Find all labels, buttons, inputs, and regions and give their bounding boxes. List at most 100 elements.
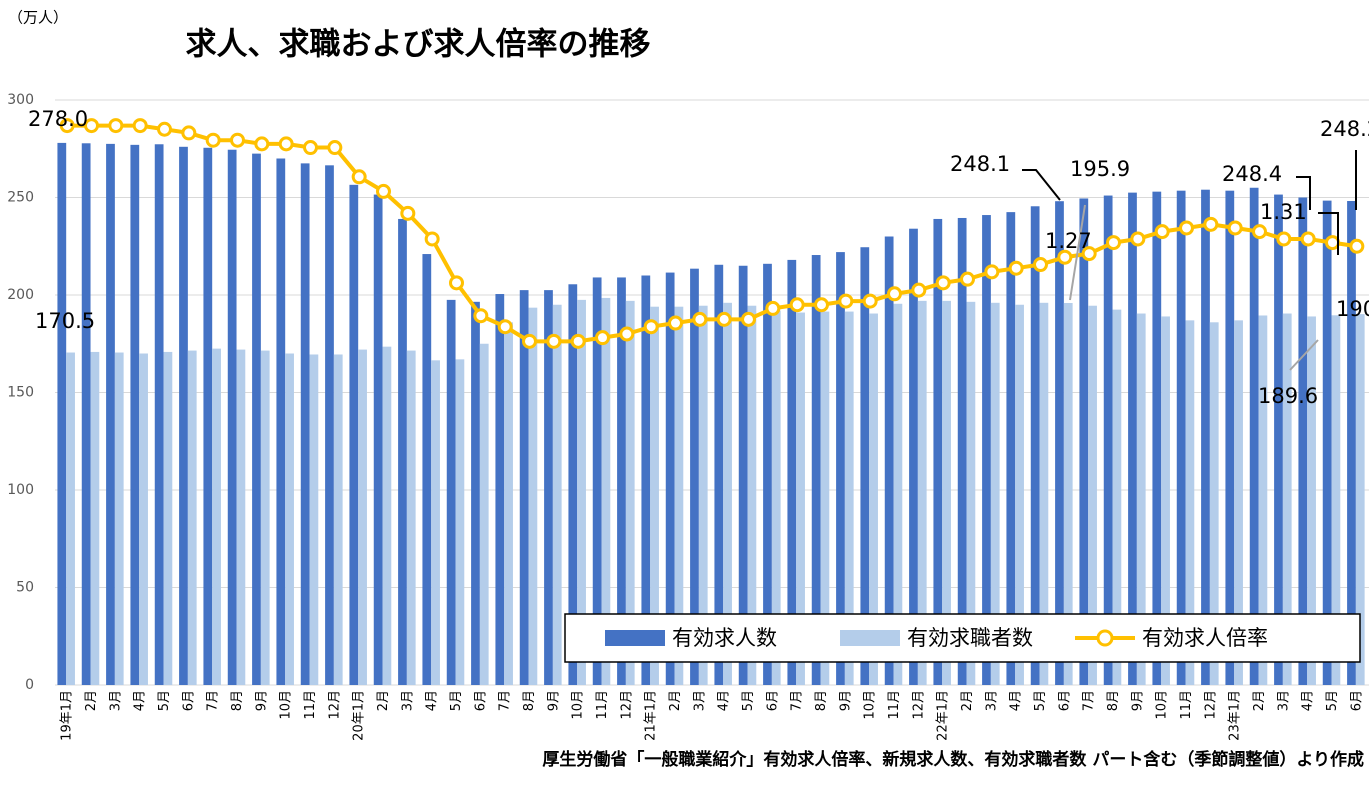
x-tick-label: 5月 (157, 690, 172, 711)
source-note: 厚生労働省「一般職業紹介」有効求人倍率、新規求人数、有効求職者数 パート含む（季… (542, 749, 1364, 770)
bar (1201, 189, 1210, 685)
bar (179, 146, 188, 686)
bar (504, 322, 513, 685)
line-marker (765, 300, 781, 316)
x-tick-label: 4月 (133, 690, 148, 711)
bar (1079, 198, 1089, 685)
bar (982, 215, 991, 686)
line-marker (108, 118, 124, 134)
x-tick-label: 8月 (230, 690, 245, 711)
x-tick-label: 4月 (425, 690, 440, 711)
bar (333, 354, 343, 685)
line-marker (278, 136, 294, 152)
y-tick-label: 200 (7, 287, 34, 303)
x-tick-label: 3月 (1276, 690, 1291, 711)
line-marker (692, 311, 708, 327)
bar (1152, 191, 1162, 685)
line-marker (595, 330, 610, 346)
line-marker (1276, 231, 1292, 247)
bar (66, 352, 75, 685)
line-marker (400, 205, 416, 221)
x-tick-label: 5月 (1325, 690, 1340, 711)
bar (617, 277, 626, 685)
x-tick-label: 3月 (692, 690, 707, 711)
line-marker (303, 140, 318, 156)
bar (568, 284, 578, 685)
y-tick-label: 250 (7, 190, 34, 206)
x-tick-label: 9月 (546, 690, 561, 711)
data-label: 189.6 (1258, 384, 1318, 408)
bar (1249, 187, 1259, 685)
bar (1234, 320, 1243, 685)
bar (1225, 190, 1235, 686)
line-marker (814, 297, 829, 313)
bar (665, 272, 675, 685)
bar (1063, 302, 1073, 685)
x-tick-label: 2月 (376, 690, 391, 711)
x-tick-label: 3月 (984, 690, 999, 711)
bar (787, 259, 797, 685)
bar (1006, 212, 1016, 685)
y-tick-label: 0 (25, 677, 34, 693)
bar (1274, 194, 1283, 685)
bar (300, 163, 310, 685)
bar (495, 294, 505, 685)
line-marker (230, 132, 245, 148)
bar (455, 359, 465, 685)
x-tick-label: 20年1月 (352, 690, 367, 741)
bar (212, 348, 221, 685)
line-marker (449, 275, 464, 291)
x-tick-label: 5月 (1033, 690, 1048, 711)
legend-label: 有効求人倍率 (1142, 626, 1268, 650)
line-marker (838, 293, 854, 309)
bar (1112, 309, 1122, 685)
bar (884, 236, 894, 685)
x-tick-label: 6月 (765, 690, 780, 711)
line-marker (960, 271, 975, 287)
x-tick-label: 8月 (522, 690, 537, 711)
bar (836, 252, 845, 685)
bar (552, 304, 562, 685)
bar (114, 352, 124, 685)
x-tick-label: 4月 (1009, 690, 1024, 711)
bar (771, 310, 781, 685)
line-marker (911, 282, 927, 298)
x-tick-label: 4月 (1301, 690, 1316, 711)
data-label: 248.4 (1222, 162, 1282, 186)
line-marker (1130, 231, 1146, 247)
chart-title: 求人、求職および求人倍率の推移 (186, 27, 651, 63)
x-tick-label: 7月 (206, 690, 221, 711)
line-marker (424, 231, 440, 247)
bar (406, 350, 416, 685)
bar (577, 299, 586, 685)
x-tick-label: 9月 (838, 690, 853, 711)
x-tick-label: 19年1月 (60, 690, 75, 741)
line-marker (157, 121, 172, 137)
bar (796, 312, 805, 685)
x-tick-label: 22年1月 (936, 690, 951, 741)
line-marker (473, 308, 489, 324)
legend-label: 有効求職者数 (907, 626, 1033, 650)
line-marker (1252, 224, 1267, 240)
line-marker (254, 136, 270, 152)
bar (738, 265, 748, 685)
x-tick-label: 12月 (1203, 690, 1218, 720)
bar (1347, 201, 1356, 685)
x-tick-label: 21年1月 (644, 690, 659, 741)
x-tick-label: 8月 (814, 690, 829, 711)
bar (260, 350, 270, 685)
line-marker (1081, 246, 1097, 262)
legend-swatch (1096, 629, 1114, 647)
x-tick-label: 6月 (1057, 690, 1072, 711)
legend: 有効求人数 有効求職者数 有効求人倍率 (564, 613, 1361, 663)
x-tick-label: 4月 (717, 690, 732, 711)
line-marker (1227, 220, 1243, 236)
bar (382, 346, 392, 685)
bar (1322, 200, 1332, 685)
line-marker (1349, 238, 1365, 254)
line-marker (1033, 257, 1048, 273)
bar (650, 306, 659, 685)
line-marker (1106, 235, 1121, 251)
line-marker (716, 311, 732, 327)
bar (1185, 320, 1195, 685)
